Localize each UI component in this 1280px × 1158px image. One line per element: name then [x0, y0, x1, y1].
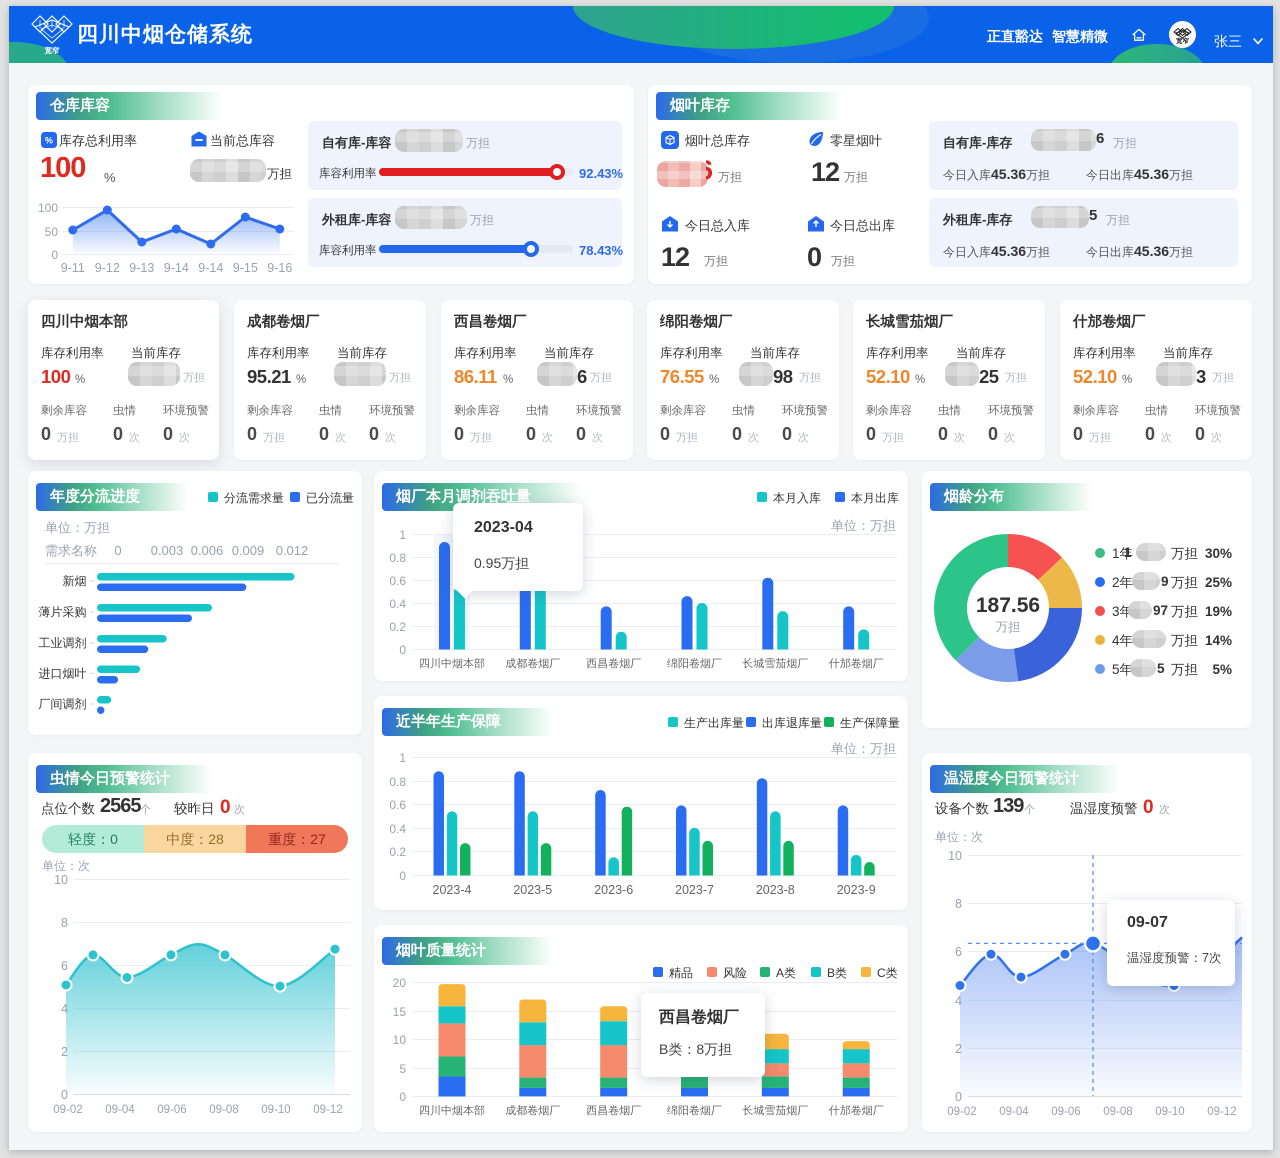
svg-text:09-02: 09-02	[53, 1104, 82, 1116]
svg-text:万担: 万担	[996, 620, 1022, 634]
svg-text:09-06: 09-06	[157, 1104, 186, 1116]
svg-text:2023-9: 2023-9	[837, 883, 876, 897]
svg-text:2023-7: 2023-7	[675, 883, 714, 897]
svg-text:9-11: 9-11	[61, 261, 85, 275]
svg-text:西昌卷烟厂: 西昌卷烟厂	[586, 1105, 641, 1117]
svg-text:09-08: 09-08	[1103, 1106, 1132, 1118]
svg-text:新烟: 新烟	[63, 574, 87, 588]
svg-text:2023-4: 2023-4	[433, 883, 472, 897]
svg-text:0.4: 0.4	[389, 822, 406, 836]
svg-text:四川中烟本部: 四川中烟本部	[419, 657, 485, 670]
svg-text:9-16: 9-16	[267, 261, 292, 275]
svg-text:万担: 万担	[1171, 546, 1199, 561]
svg-text:09-08: 09-08	[209, 1104, 238, 1116]
svg-text:1: 1	[399, 751, 406, 765]
svg-text:09-04: 09-04	[105, 1104, 135, 1116]
svg-text:%: %	[45, 136, 53, 146]
svg-text:15: 15	[393, 1005, 407, 1019]
svg-text:0.003: 0.003	[151, 543, 184, 558]
svg-text:0.6: 0.6	[389, 798, 406, 812]
svg-text:4年: 4年	[1112, 633, 1134, 648]
svg-text:长城雪茄烟厂: 长城雪茄烟厂	[742, 657, 808, 670]
svg-text:5年: 5年	[1112, 662, 1134, 677]
svg-text:4: 4	[61, 1002, 68, 1016]
svg-text:1年: 1年	[1112, 546, 1134, 561]
svg-text:30%: 30%	[1205, 546, 1232, 561]
svg-text:09-12: 09-12	[313, 1104, 342, 1116]
svg-text:0: 0	[114, 543, 121, 558]
svg-text:0: 0	[399, 869, 406, 883]
svg-text:成都卷烟厂: 成都卷烟厂	[505, 1104, 560, 1117]
svg-text:0: 0	[399, 1090, 406, 1104]
svg-text:2023-6: 2023-6	[594, 883, 633, 897]
svg-text:0.009: 0.009	[232, 543, 265, 558]
svg-text:需求名称: 需求名称	[45, 543, 97, 558]
svg-text:什邡卷烟厂: 什邡卷烟厂	[829, 657, 884, 670]
svg-text:20: 20	[393, 976, 407, 990]
svg-text:2: 2	[61, 1045, 68, 1059]
svg-text:1: 1	[399, 528, 406, 542]
svg-text:09-10: 09-10	[1155, 1106, 1184, 1118]
svg-text:工业调剂: 工业调剂	[39, 636, 87, 650]
svg-text:2: 2	[955, 1042, 962, 1056]
svg-text:0.2: 0.2	[389, 845, 406, 859]
svg-text:09-12: 09-12	[1207, 1106, 1236, 1118]
svg-text:50: 50	[45, 225, 59, 239]
svg-text:9-13: 9-13	[129, 261, 154, 275]
svg-text:100: 100	[38, 201, 58, 215]
svg-text:10: 10	[948, 849, 962, 863]
svg-text:薄片采购: 薄片采购	[39, 605, 87, 619]
svg-text:0.006: 0.006	[191, 543, 224, 558]
svg-text:6: 6	[955, 945, 962, 959]
svg-text:9-12: 9-12	[95, 261, 120, 275]
svg-text:4: 4	[955, 994, 962, 1008]
svg-text:2023-8: 2023-8	[756, 883, 795, 897]
svg-text:四川中烟本部: 四川中烟本部	[419, 1104, 485, 1117]
svg-text:2年: 2年	[1112, 575, 1134, 590]
svg-text:187.56: 187.56	[976, 594, 1040, 617]
svg-text:0: 0	[51, 248, 58, 262]
svg-text:0: 0	[399, 643, 406, 657]
svg-text:什邡卷烟厂: 什邡卷烟厂	[829, 1104, 884, 1117]
svg-text:宽窄: 宽窄	[1176, 36, 1190, 45]
svg-text:09-04: 09-04	[999, 1106, 1029, 1118]
svg-text:万担: 万担	[1171, 575, 1199, 590]
svg-text:长城雪茄烟厂: 长城雪茄烟厂	[742, 1104, 808, 1117]
svg-text:5: 5	[399, 1062, 406, 1076]
svg-text:14%: 14%	[1205, 633, 1232, 648]
svg-text:0.2: 0.2	[389, 620, 406, 634]
svg-text:万担: 万担	[1171, 662, 1199, 677]
svg-text:0.8: 0.8	[389, 551, 406, 565]
svg-text:10: 10	[393, 1033, 407, 1047]
svg-text:10: 10	[54, 873, 68, 887]
svg-text:6: 6	[61, 959, 68, 973]
svg-text:0.4: 0.4	[389, 597, 406, 611]
svg-text:西昌卷烟厂: 西昌卷烟厂	[586, 658, 641, 670]
svg-text:万担: 万担	[1171, 633, 1199, 648]
svg-text:8: 8	[61, 916, 68, 930]
svg-text:09-02: 09-02	[947, 1106, 976, 1118]
svg-text:8: 8	[955, 897, 962, 911]
svg-text:5%: 5%	[1212, 662, 1232, 677]
svg-text:2023-5: 2023-5	[513, 883, 552, 897]
svg-text:万担: 万担	[1171, 604, 1199, 619]
svg-text:绵阳卷烟厂: 绵阳卷烟厂	[667, 1105, 722, 1117]
svg-text:9-14: 9-14	[164, 261, 189, 275]
svg-text:成都卷烟厂: 成都卷烟厂	[505, 657, 560, 670]
svg-text:0: 0	[955, 1090, 962, 1104]
svg-text:0: 0	[61, 1088, 68, 1102]
svg-text:09-06: 09-06	[1051, 1106, 1080, 1118]
svg-text:25%: 25%	[1205, 575, 1232, 590]
svg-text:9-14: 9-14	[198, 261, 223, 275]
svg-text:9-15: 9-15	[233, 261, 258, 275]
svg-text:09-10: 09-10	[261, 1104, 290, 1116]
svg-text:19%: 19%	[1205, 604, 1232, 619]
svg-text:0.6: 0.6	[389, 574, 406, 588]
svg-text:厂间调剂: 厂间调剂	[39, 697, 87, 711]
svg-text:绵阳卷烟厂: 绵阳卷烟厂	[667, 658, 722, 670]
svg-text:0.8: 0.8	[389, 775, 406, 789]
svg-text:0.012: 0.012	[276, 543, 309, 558]
svg-text:进口烟叶: 进口烟叶	[39, 667, 87, 681]
svg-text:宽窄: 宽窄	[45, 45, 61, 55]
